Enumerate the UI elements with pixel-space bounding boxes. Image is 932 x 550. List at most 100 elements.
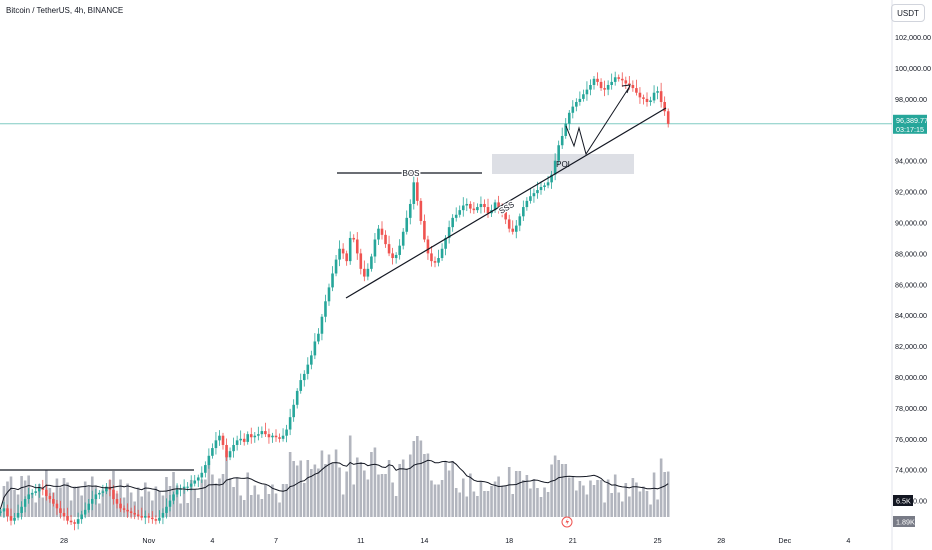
candle xyxy=(649,96,652,106)
volume-bar xyxy=(242,500,246,517)
candle-body xyxy=(511,228,515,232)
candle xyxy=(479,196,483,214)
candle xyxy=(363,260,366,282)
candle xyxy=(412,173,416,210)
candle xyxy=(13,512,16,525)
volume-bar xyxy=(377,474,380,517)
candle xyxy=(458,205,462,218)
volume-bar xyxy=(511,494,515,517)
candle xyxy=(440,243,444,261)
candle-body xyxy=(242,438,246,442)
candle xyxy=(52,492,55,507)
volume-bar xyxy=(352,484,356,517)
volume-bar xyxy=(320,450,324,517)
candle xyxy=(352,234,356,243)
y-tick-label: 98,000.00 xyxy=(895,95,927,104)
y-tick-label: 92,000.00 xyxy=(895,188,927,197)
candle xyxy=(16,504,20,521)
candle-body xyxy=(331,273,334,288)
candle-body xyxy=(412,182,416,204)
volume-bar xyxy=(281,484,285,517)
candle-body xyxy=(454,214,458,218)
volume-bar xyxy=(264,485,267,517)
volume-bar xyxy=(476,496,479,517)
volume-bar xyxy=(108,480,112,517)
volume-bar xyxy=(228,478,232,517)
volume-bar xyxy=(497,476,500,517)
volume-bar xyxy=(603,502,606,517)
candle xyxy=(345,250,348,266)
volume-bar xyxy=(41,497,45,517)
sss-trendline xyxy=(345,107,667,299)
candle-body xyxy=(249,434,253,438)
currency-selector[interactable]: USDT xyxy=(891,4,925,22)
candle-body xyxy=(416,182,419,201)
candle-body xyxy=(575,101,578,107)
candle xyxy=(366,263,370,281)
candle-body xyxy=(437,258,440,263)
volume-bar xyxy=(370,452,373,517)
candle-body xyxy=(638,92,642,98)
candle-body xyxy=(228,451,232,458)
volume-bar xyxy=(204,479,207,517)
volume-bar xyxy=(454,488,458,517)
x-tick-label: 4 xyxy=(210,536,214,545)
volume-bar xyxy=(249,495,253,517)
candle xyxy=(143,510,147,525)
candle-body xyxy=(472,208,476,211)
volume-bar xyxy=(338,467,341,517)
candle-body xyxy=(30,492,34,495)
candle-body xyxy=(663,101,666,112)
candle xyxy=(338,240,341,267)
candle-body xyxy=(126,509,129,512)
volume-bar xyxy=(179,503,182,517)
volume-bar xyxy=(313,464,317,517)
volume-bar xyxy=(80,495,83,517)
candle xyxy=(617,74,621,82)
volume-bar xyxy=(348,435,352,517)
candle-body xyxy=(69,520,73,523)
candle-body xyxy=(553,160,557,175)
volume-bar xyxy=(589,480,592,517)
candle-body xyxy=(419,200,423,221)
candle xyxy=(373,233,377,263)
candle xyxy=(23,496,27,513)
volume-bar xyxy=(401,459,405,517)
candle-body xyxy=(115,499,119,504)
bar-countdown: 03:17:15 xyxy=(896,125,924,134)
candle-body xyxy=(592,78,596,85)
candle xyxy=(285,424,288,443)
candle xyxy=(514,220,518,239)
candle xyxy=(596,72,599,86)
candle xyxy=(529,188,532,204)
volume-bar xyxy=(553,455,557,517)
candle xyxy=(242,433,246,446)
candle xyxy=(613,71,617,86)
volume-bar xyxy=(317,468,320,517)
volume-bar xyxy=(596,480,599,517)
candle-body xyxy=(161,512,165,518)
candle xyxy=(232,437,235,458)
candle-body xyxy=(401,231,405,246)
candle-body xyxy=(465,203,469,206)
candle-body xyxy=(129,511,133,513)
candle-body xyxy=(497,202,500,208)
volume-bar xyxy=(405,468,409,517)
projection-path xyxy=(565,85,631,156)
volume-bar xyxy=(408,454,412,517)
volume-bar xyxy=(423,454,426,517)
candle xyxy=(522,200,525,221)
candle xyxy=(105,482,108,495)
candle-body xyxy=(430,253,433,262)
candle xyxy=(73,519,76,531)
volume-bar xyxy=(2,486,6,517)
candle xyxy=(151,511,154,524)
candle-body xyxy=(589,84,592,90)
lightning-icon xyxy=(565,518,569,526)
candle-body xyxy=(433,261,437,263)
x-tick-label: 4 xyxy=(846,536,850,545)
candle xyxy=(567,110,571,131)
volume-bar xyxy=(246,472,250,517)
candle xyxy=(483,199,486,213)
